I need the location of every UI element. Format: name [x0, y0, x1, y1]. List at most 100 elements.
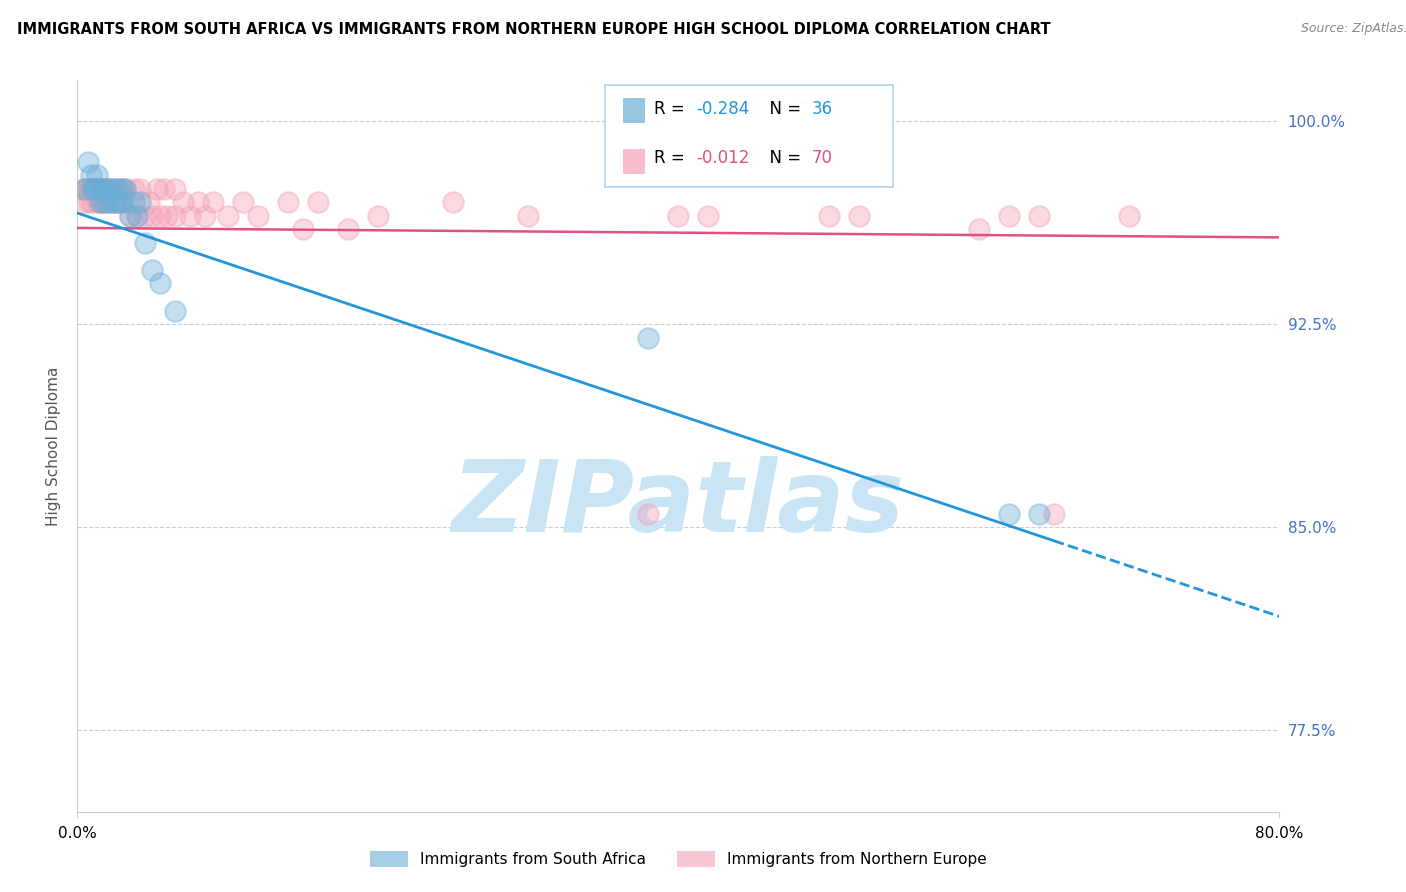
Point: [73, 181, 96, 195]
Point: [89, 195, 111, 210]
Text: R =: R =: [654, 149, 690, 167]
Point: [668, 209, 690, 223]
Point: [76, 154, 98, 169]
Point: [201, 195, 224, 210]
Point: [141, 263, 163, 277]
Point: [90, 181, 112, 195]
Point: [83, 181, 105, 195]
Point: [89, 195, 111, 210]
Point: [1043, 507, 1066, 521]
Point: [637, 507, 659, 521]
Point: [134, 235, 156, 250]
Point: [101, 195, 124, 210]
Point: [82, 195, 104, 210]
Point: [84, 181, 107, 195]
Point: [94, 181, 117, 195]
Text: Source: ZipAtlas.com: Source: ZipAtlas.com: [1301, 22, 1406, 36]
Text: N =: N =: [759, 149, 807, 167]
Point: [104, 195, 127, 210]
Point: [73, 195, 96, 210]
Point: [149, 209, 172, 223]
Point: [79, 181, 101, 195]
Point: [848, 209, 870, 223]
Point: [998, 507, 1021, 521]
Point: [111, 181, 134, 195]
Point: [94, 181, 117, 195]
Point: [86, 168, 108, 182]
Point: [127, 209, 149, 223]
Point: [91, 195, 114, 210]
Point: [187, 195, 209, 210]
Text: -0.284: -0.284: [696, 100, 749, 118]
Point: [96, 195, 118, 210]
Point: [96, 181, 118, 195]
Point: [108, 195, 131, 210]
Text: -0.012: -0.012: [696, 149, 749, 167]
Text: 70: 70: [811, 149, 832, 167]
Point: [124, 181, 146, 195]
Point: [89, 181, 111, 195]
Point: [1118, 209, 1140, 223]
Legend: Immigrants from South Africa, Immigrants from Northern Europe: Immigrants from South Africa, Immigrants…: [364, 846, 993, 873]
Point: [179, 209, 201, 223]
Point: [86, 195, 108, 210]
Point: [76, 181, 98, 195]
Point: [124, 195, 146, 210]
Point: [115, 195, 138, 210]
Point: [100, 181, 122, 195]
Point: [172, 195, 194, 210]
Point: [129, 195, 152, 210]
Point: [129, 181, 152, 195]
Point: [998, 209, 1021, 223]
Point: [100, 181, 122, 195]
Y-axis label: High School Diploma: High School Diploma: [46, 367, 62, 525]
Point: [1028, 209, 1050, 223]
Point: [80, 181, 103, 195]
Point: [697, 209, 720, 223]
Point: [96, 181, 118, 195]
Point: [637, 331, 659, 345]
Point: [104, 195, 127, 210]
Point: [127, 209, 149, 223]
Point: [83, 181, 105, 195]
Point: [89, 181, 111, 195]
Point: [217, 209, 239, 223]
Point: [79, 195, 101, 210]
Point: [138, 195, 160, 210]
Point: [93, 181, 115, 195]
Point: [232, 195, 254, 210]
Point: [111, 181, 134, 195]
Point: [91, 195, 114, 210]
Point: [146, 181, 169, 195]
Point: [118, 209, 141, 223]
Point: [291, 222, 314, 236]
Point: [1028, 507, 1050, 521]
Point: [96, 195, 118, 210]
Point: [111, 195, 134, 210]
Point: [194, 209, 217, 223]
Point: [967, 222, 990, 236]
Point: [101, 195, 124, 210]
Point: [277, 195, 299, 210]
Point: [367, 209, 389, 223]
Point: [82, 181, 104, 195]
Point: [163, 181, 186, 195]
Point: [72, 181, 94, 195]
Point: [163, 209, 186, 223]
Point: [82, 181, 104, 195]
Point: [111, 195, 134, 210]
Point: [141, 209, 163, 223]
Point: [75, 181, 97, 195]
Text: R =: R =: [654, 100, 690, 118]
Point: [134, 209, 156, 223]
Point: [118, 209, 141, 223]
Point: [153, 181, 176, 195]
Text: N =: N =: [759, 100, 807, 118]
Point: [517, 209, 540, 223]
Point: [114, 181, 136, 195]
Point: [87, 181, 110, 195]
Point: [108, 195, 131, 210]
Point: [107, 181, 129, 195]
Point: [441, 195, 464, 210]
Point: [817, 209, 839, 223]
